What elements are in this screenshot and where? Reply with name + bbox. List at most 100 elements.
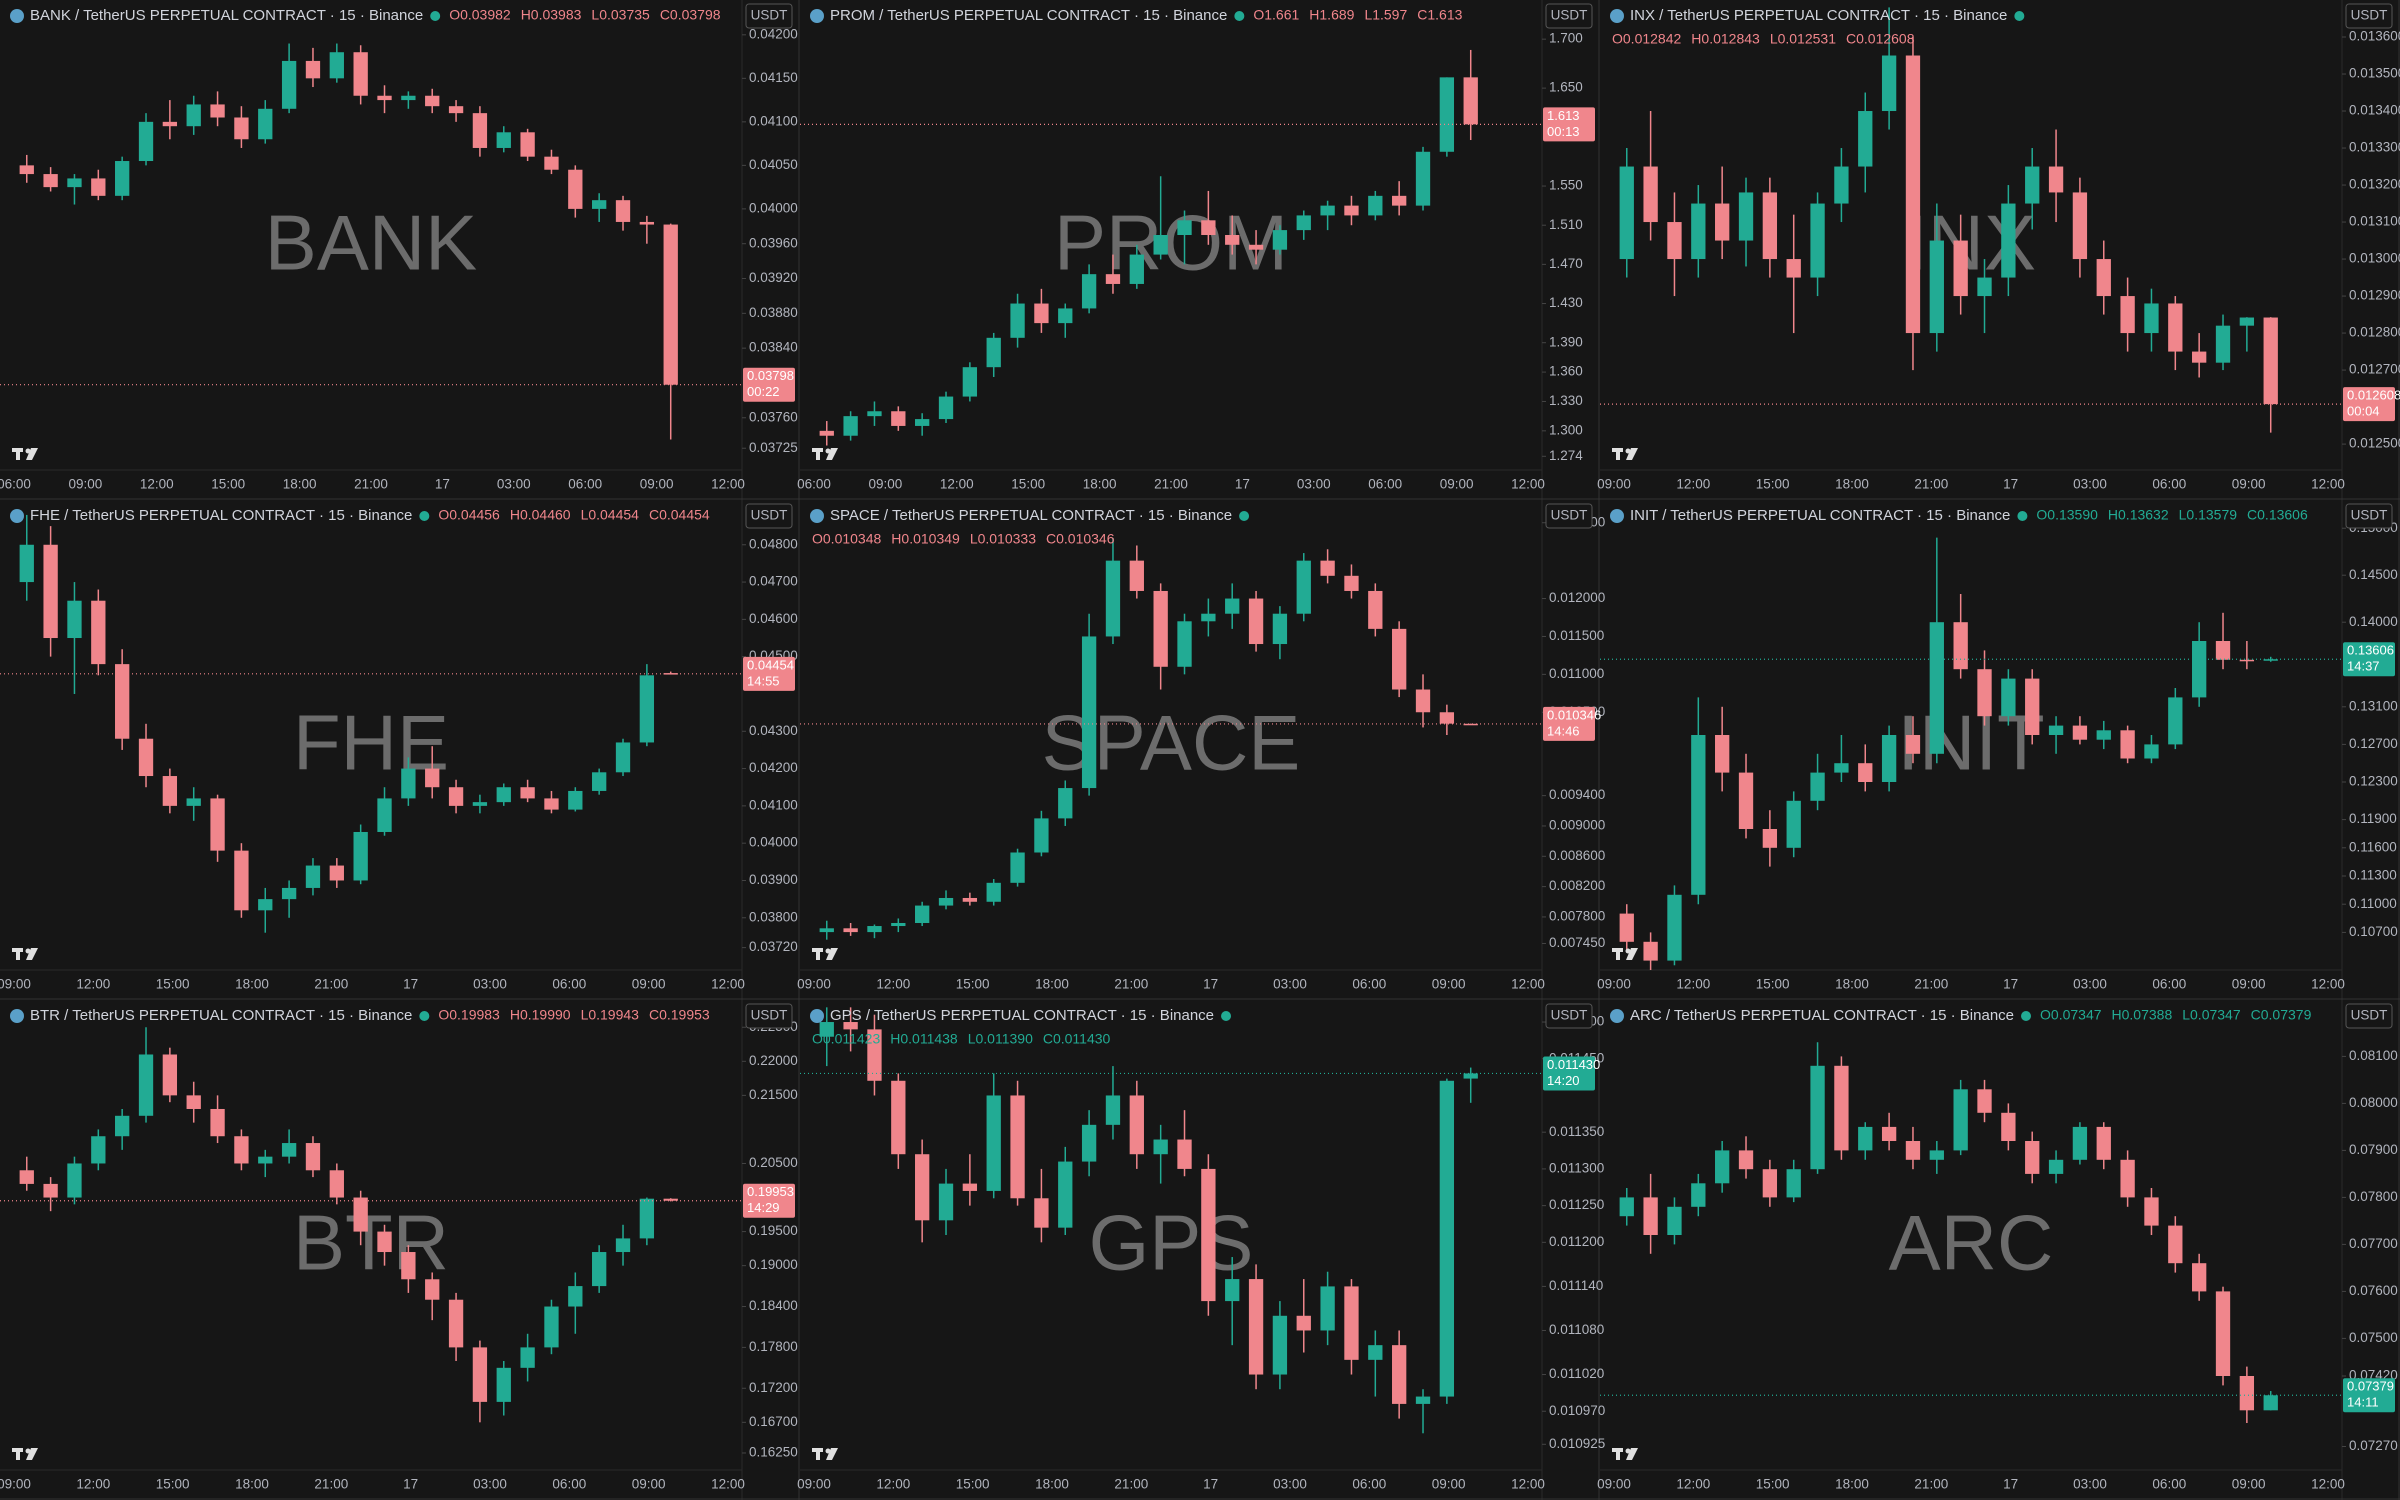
time-label: 18:00 bbox=[1035, 977, 1069, 992]
chart-panel: SPACE0.0130000.0120000.0115000.0110000.0… bbox=[797, 500, 1605, 1000]
time-label: 12:00 bbox=[940, 477, 974, 492]
countdown: 14:46 bbox=[1547, 723, 1580, 738]
chart-panel: FHE0.048000.047000.046000.045000.043000.… bbox=[0, 500, 800, 1000]
time-label: 12:00 bbox=[876, 977, 910, 992]
time-label: 03:00 bbox=[473, 977, 507, 992]
time-label: 15:00 bbox=[1756, 1477, 1790, 1492]
candle-body bbox=[1643, 166, 1658, 223]
time-label: 18:00 bbox=[235, 977, 269, 992]
candle-body bbox=[2263, 1395, 2278, 1411]
time-label: 17 bbox=[403, 1477, 418, 1492]
candle-body bbox=[2239, 317, 2255, 326]
status-dot bbox=[1234, 11, 1245, 21]
candle-body bbox=[67, 1163, 82, 1198]
symbol-title: FHE / TetherUS PERPETUAL CONTRACT · 15 ·… bbox=[30, 507, 412, 524]
candle-body bbox=[1034, 1198, 1049, 1228]
candle-body bbox=[1463, 77, 1478, 125]
candle-body bbox=[2096, 730, 2111, 740]
candle-body bbox=[544, 156, 559, 170]
watermark: INIT bbox=[1897, 699, 2044, 787]
ohlc-value: O0.03982 bbox=[449, 7, 511, 23]
y-tick-label: 0.17800 bbox=[749, 1339, 798, 1354]
candle-body bbox=[1643, 1197, 1658, 1235]
y-tick-label: 0.012800 bbox=[2349, 325, 2400, 340]
time-label: 09:00 bbox=[1440, 477, 1474, 492]
symbol-title: ARC / TetherUS PERPETUAL CONTRACT · 15 ·… bbox=[1630, 1007, 2014, 1024]
candle-body bbox=[915, 905, 930, 923]
candle-body bbox=[1415, 151, 1431, 206]
y-tick-label: 0.04000 bbox=[749, 200, 798, 215]
candles bbox=[19, 43, 678, 440]
candle-body bbox=[43, 544, 58, 639]
candle-body bbox=[1153, 1139, 1168, 1155]
watermark: SPACE bbox=[1042, 699, 1301, 787]
symbol-icon bbox=[1610, 1009, 1624, 1023]
y-tick-label: 0.07600 bbox=[2349, 1283, 2398, 1298]
time-label: 12:00 bbox=[1676, 977, 1710, 992]
candle-body bbox=[496, 132, 511, 148]
y-tick-label: 0.12700 bbox=[2349, 736, 2398, 751]
time-label: 06:00 bbox=[2152, 477, 2186, 492]
candle-body bbox=[448, 1299, 464, 1348]
y-tick-label: 0.03725 bbox=[749, 440, 798, 455]
candle-body bbox=[1834, 763, 1849, 773]
candle-body bbox=[1905, 55, 1921, 334]
candle-body bbox=[115, 664, 130, 739]
quote-badge: USDT bbox=[2351, 1008, 2388, 1023]
candle-body bbox=[1058, 1161, 1073, 1228]
price-label-box bbox=[2343, 1378, 2395, 1413]
time-label: 18:00 bbox=[235, 1477, 269, 1492]
candle-body bbox=[1248, 598, 1264, 645]
candle-body bbox=[2096, 259, 2111, 297]
time-label: 03:00 bbox=[1273, 1477, 1307, 1492]
y-tick-label: 0.11600 bbox=[2349, 839, 2397, 854]
y-tick-label: 1.510 bbox=[1549, 217, 1583, 232]
candle-body bbox=[210, 104, 225, 118]
y-tick-label: 0.011020 bbox=[1549, 1366, 1604, 1381]
time-label: 21:00 bbox=[354, 477, 388, 492]
candles bbox=[819, 49, 1478, 446]
candle-body bbox=[592, 200, 607, 209]
candle-body bbox=[1715, 1150, 1730, 1184]
time-label: 18:00 bbox=[1083, 477, 1117, 492]
candle-body bbox=[1810, 203, 1825, 278]
candle-body bbox=[1929, 240, 1944, 334]
candle-body bbox=[663, 1198, 678, 1201]
quote-badge-box bbox=[745, 3, 793, 29]
y-tick-label: 0.16700 bbox=[749, 1414, 798, 1429]
y-tick-label: 0.04000 bbox=[749, 835, 798, 850]
time-label: 21:00 bbox=[1914, 477, 1948, 492]
y-tick-label: 0.013000 bbox=[2349, 251, 2400, 266]
logo-part bbox=[816, 1448, 820, 1460]
candle-body bbox=[1105, 560, 1121, 637]
time-label: 17 bbox=[435, 477, 450, 492]
y-tick-label: 1.470 bbox=[1549, 256, 1583, 271]
y-tick-label: 0.03840 bbox=[749, 340, 798, 355]
ohlc-value: O0.04456 bbox=[438, 507, 500, 523]
time-label: 09:00 bbox=[1597, 977, 1631, 992]
y-tick-label: 0.03920 bbox=[749, 270, 798, 285]
watermark: ARC bbox=[1889, 1199, 2054, 1287]
candle-body bbox=[1010, 303, 1025, 338]
status-dot bbox=[430, 11, 441, 21]
candle-body bbox=[1858, 763, 1873, 782]
candle-body bbox=[1691, 735, 1706, 895]
candle-body bbox=[1415, 1396, 1431, 1404]
ohlc-value: H0.07388 bbox=[2112, 1007, 2173, 1023]
candle-body bbox=[1929, 1150, 1944, 1160]
candle-body bbox=[1201, 220, 1216, 235]
time-label: 06:00 bbox=[797, 477, 831, 492]
candle-body bbox=[115, 1115, 130, 1137]
ohlc-value: O0.13590 bbox=[2036, 507, 2098, 523]
ohlc-value: C1.613 bbox=[1417, 7, 1462, 23]
y-tick-label: 0.04300 bbox=[749, 723, 798, 738]
ohlc-value: C0.19953 bbox=[649, 1007, 710, 1023]
time-label: 21:00 bbox=[314, 977, 348, 992]
time-label: 15:00 bbox=[1756, 977, 1790, 992]
chart-panel: GPS0.0115000.0114500.0113500.0113000.011… bbox=[797, 1000, 1605, 1500]
candle-body bbox=[1953, 622, 1968, 670]
time-label: 12:00 bbox=[1511, 477, 1545, 492]
candle-body bbox=[520, 132, 535, 157]
y-tick-label: 0.012000 bbox=[1549, 590, 1605, 605]
time-label: 12:00 bbox=[1511, 977, 1545, 992]
